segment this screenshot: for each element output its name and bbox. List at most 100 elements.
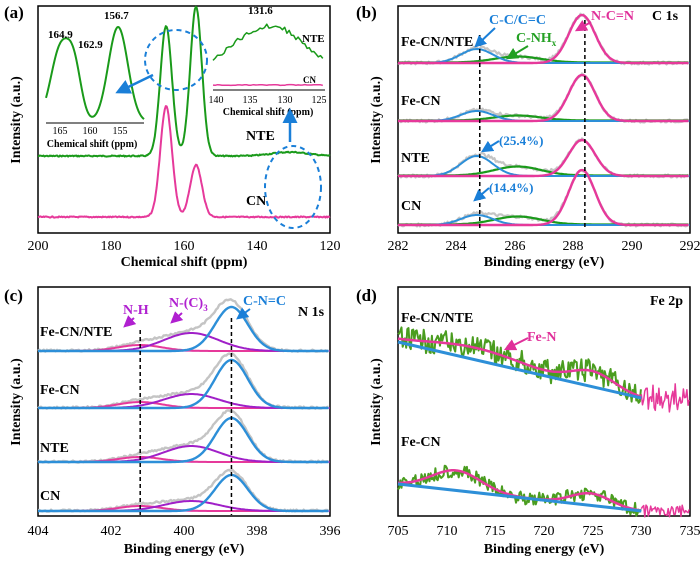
percent-label: (25.4%): [499, 133, 543, 148]
raw-spectrum-line: [397, 169, 690, 228]
panel-c-xtick: 398: [247, 524, 268, 539]
arrow: [505, 45, 529, 60]
panel-b-sample-label: NTE: [401, 151, 430, 166]
panel-c-sample-label: NTE: [40, 441, 69, 456]
panel-c-letter: (c): [4, 286, 23, 305]
panel-a-xlabel: Chemical shift (ppm): [121, 255, 248, 270]
arrow: [170, 311, 184, 324]
panel-c-sample-label: CN: [40, 489, 60, 504]
panel-a-xtick: 120: [320, 239, 341, 254]
fit-cnc-line: [38, 305, 329, 353]
label-nc3-main: N-(C): [169, 296, 204, 311]
inset-right-line-cn: [212, 83, 323, 87]
panel-c-xtick: 400: [174, 524, 195, 539]
inset-left-xlabel: Chemical shift (ppm): [47, 139, 138, 150]
percent-label: (14.4%): [489, 180, 533, 195]
label-cnh: C-NHx: [516, 31, 557, 48]
panel-b-ylabel: Intensity (a.u.): [369, 76, 384, 164]
fit-ncn-line: [398, 168, 689, 227]
fit-ncn-line: [398, 13, 689, 65]
panel-d-title: Fe 2p: [650, 294, 683, 309]
panel-a-series-label-nte: NTE: [246, 129, 275, 144]
panel-c-xlabel: Binding energy (eV): [124, 542, 245, 557]
raw-spectrum-line: [397, 326, 642, 404]
label-ncn: N-C=N: [591, 9, 634, 24]
fit-ncn-line: [398, 73, 689, 123]
panel-b-xtick: 288: [563, 239, 584, 254]
label-nh: N-H: [123, 303, 149, 318]
panel-b-sample-label: Fe-CN: [401, 94, 441, 109]
panel-c-xtick: 402: [101, 524, 122, 539]
panel-b-xtick: 282: [388, 239, 409, 254]
arrow: [123, 315, 137, 328]
panel-d-xtick: 735: [680, 524, 700, 539]
panel-c: (c) N 1s Intensity (a.u.) Binding energy…: [4, 286, 341, 557]
panel-b-title: C 1s: [652, 9, 679, 24]
arrow: [480, 140, 500, 153]
panel-c-sample-label: Fe-CN/NTE: [40, 325, 112, 340]
panel-d-xtick: 710: [437, 524, 458, 539]
panel-b-xtick: 290: [622, 239, 643, 254]
label-cc: C-C/C=C: [489, 13, 546, 28]
raw-spectrum-line: [38, 468, 330, 513]
fit-nc3-line: [38, 445, 329, 463]
arrow: [574, 20, 592, 32]
raw-spectrum-line: [37, 352, 329, 410]
arrow: [503, 337, 529, 351]
panel-d-sample-label: Fe-CN/NTE: [401, 311, 473, 326]
background-line: [397, 340, 642, 400]
panel-d-xtick: 725: [583, 524, 604, 539]
highlight-ellipse: [144, 29, 208, 91]
panel-b-letter: (b): [356, 3, 377, 22]
panel-c-xtick: 404: [28, 524, 49, 539]
raw-spectrum-line: [398, 72, 690, 124]
inset-left-peak-label: 162.9: [78, 39, 103, 51]
inset-right-xtick: 135: [243, 95, 258, 106]
inset-left-xtick: 165: [53, 126, 68, 137]
inset-right-label-cn: CN: [303, 75, 316, 85]
panel-a-series-label-cn: CN: [246, 194, 266, 209]
panel-b-plot: [397, 5, 691, 234]
inset-left-xtick: 155: [113, 126, 128, 137]
fit-cnc-line: [38, 358, 329, 410]
fit-cnc-line: [38, 473, 329, 513]
panel-a-frame: [37, 5, 331, 234]
inset-left-peak-label: 164.9: [48, 29, 73, 41]
panel-d-xtick: 720: [534, 524, 555, 539]
fit-cnc-line: [38, 416, 329, 464]
arrow: [115, 73, 154, 94]
inset-left-peak-label: 156.7: [104, 10, 129, 22]
panel-c-title: N 1s: [298, 305, 325, 320]
inset-right-xlabel: Chemical shift (ppm): [223, 107, 314, 118]
label-fen: Fe-N: [527, 330, 557, 345]
panel-c-plot: [37, 286, 331, 517]
series-line-cn: [37, 105, 331, 219]
panel-d-xlabel: Binding energy (eV): [484, 542, 605, 557]
label-nc3-sub: 3: [203, 303, 208, 313]
panel-d-ylabel: Intensity (a.u.): [369, 358, 384, 446]
fit-fen-line: [397, 337, 642, 398]
panel-a-ylabel: Intensity (a.u.): [9, 76, 24, 164]
panel-b-sample-label: CN: [401, 199, 421, 214]
inset-right-xtick: 130: [278, 95, 293, 106]
label-nc3: N-(C)3: [169, 296, 208, 313]
panel-d-xtick: 705: [388, 524, 409, 539]
panel-d-xtick: 730: [631, 524, 652, 539]
inset-left-xtick: 160: [83, 126, 98, 137]
panel-a: (a) Intensity (a.u.) Chemical shift (ppm…: [4, 3, 341, 270]
panel-d-sample-label: Fe-CN: [401, 435, 441, 450]
inset-right-peak-label: 131.6: [248, 5, 273, 17]
panel-b-xtick: 292: [680, 239, 700, 254]
inset-left-line: [45, 26, 145, 120]
panel-c-sample-label: Fe-CN: [40, 383, 80, 398]
panel-d-plot: [397, 286, 691, 518]
panel-b-xtick: 286: [505, 239, 526, 254]
inset-right-xtick: 140: [209, 95, 224, 106]
panel-a-letter: (a): [4, 3, 24, 22]
panel-d-xtick: 715: [485, 524, 506, 539]
panel-b-xlabel: Binding energy (eV): [484, 255, 605, 270]
panel-c-ylabel: Intensity (a.u.): [9, 358, 24, 446]
arrow: [236, 307, 251, 320]
inset-right-xtick: 125: [312, 95, 327, 106]
